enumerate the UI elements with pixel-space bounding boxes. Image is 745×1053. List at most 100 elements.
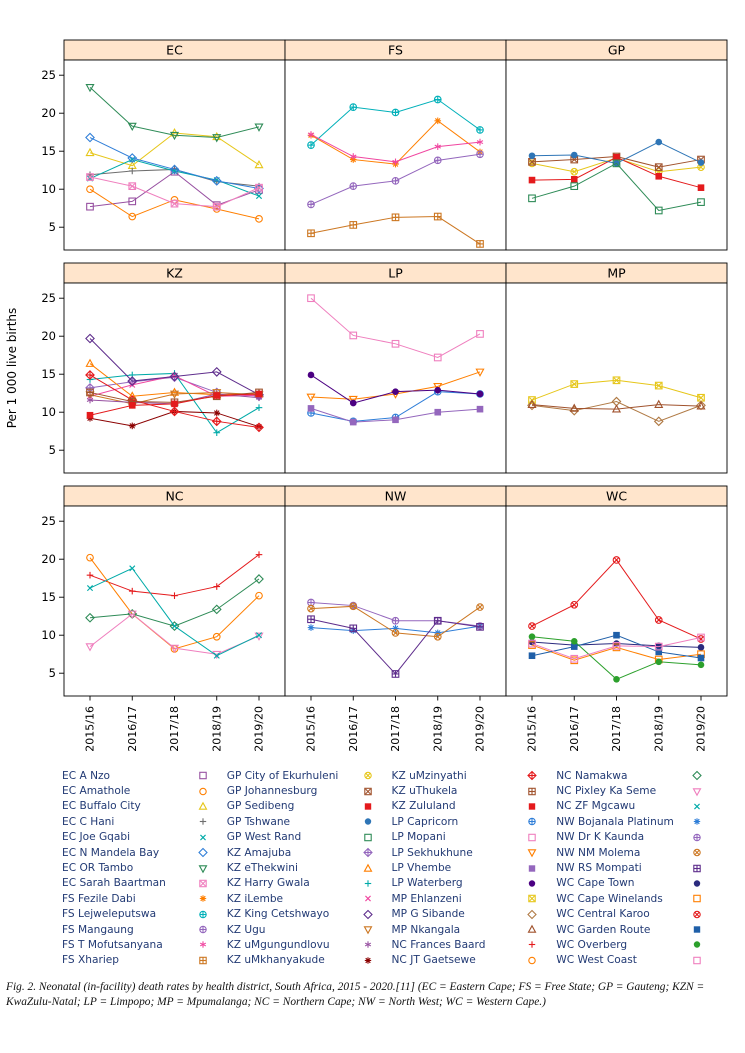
legend-label: LP Waterberg xyxy=(391,877,463,890)
circle-plus-icon xyxy=(693,833,701,842)
legend-label: WC Garden Route xyxy=(556,923,651,936)
legend-item: KZ iLembe xyxy=(227,891,376,906)
legend-label: NC Namakwa xyxy=(556,769,628,782)
square-x-icon xyxy=(363,787,372,795)
legend-item: KZ Zululand xyxy=(392,799,541,814)
triangle-icon xyxy=(198,801,208,810)
x-tick-label: 2018/19 xyxy=(431,706,444,752)
series-line xyxy=(89,613,260,655)
filled-circle-icon xyxy=(693,880,701,887)
legend-label: KZ Ugu xyxy=(226,923,266,936)
legend-item: EC Joe Gqabi xyxy=(62,830,211,845)
x-icon xyxy=(364,895,371,902)
panel-LP: LP xyxy=(284,262,507,474)
panel-box xyxy=(63,505,286,697)
series-markers xyxy=(307,371,484,407)
legend-label: LP Sekhukhune xyxy=(391,846,473,859)
x-icon xyxy=(694,803,700,810)
y-axis-title: Per 1 000 live births xyxy=(5,308,19,429)
legend-item: MP Ehlanzeni xyxy=(392,891,541,906)
x-icon xyxy=(199,834,206,841)
asterisk-icon xyxy=(693,818,701,826)
panel-strip-label: NC xyxy=(165,489,183,504)
y-tick-label: 25 xyxy=(41,68,56,82)
filled-square-icon xyxy=(364,803,371,810)
legend-label: KZ eThekwini xyxy=(226,862,298,875)
legend-label: LP Capricorn xyxy=(391,815,459,828)
legend-item: KZ eThekwini xyxy=(227,860,376,875)
legend-label: NC Pixley Ka Seme xyxy=(556,785,657,798)
legend-item: KZ uMzinyathi xyxy=(392,768,541,783)
x-tick-label: 2016/17 xyxy=(126,706,139,752)
legend-label: EC Amathole xyxy=(62,785,131,798)
legend-item: NC Pixley Ka Seme xyxy=(556,783,705,798)
legend-label: WC Overberg xyxy=(556,938,628,951)
filled-circle-icon xyxy=(693,941,701,949)
star-icon xyxy=(364,941,371,949)
series-markers xyxy=(86,565,263,659)
x-tick-label: 2017/18 xyxy=(168,706,181,752)
x-tick-label: 2016/17 xyxy=(347,706,360,752)
circle-icon xyxy=(199,787,207,795)
legend-item: LP Vhembe xyxy=(392,860,541,875)
legend-label: FS Mangaung xyxy=(62,923,134,936)
legend-label: NC ZF Mgcawu xyxy=(556,800,636,813)
square-icon xyxy=(528,833,537,842)
legend-item: NW NM Molema xyxy=(556,845,705,860)
y-tick-label: 15 xyxy=(41,367,56,381)
series-line xyxy=(89,137,260,189)
diamond-icon xyxy=(527,909,538,919)
x-tick-label: 2018/19 xyxy=(210,706,223,752)
legend-item: KZ uMgungundlovu xyxy=(227,937,376,952)
legend-item: EC C Hani xyxy=(62,814,211,829)
legend-label: NW RS Mompati xyxy=(556,862,642,875)
diamond-plus-icon xyxy=(527,770,538,781)
square-icon xyxy=(363,833,372,842)
panel-MP: MP xyxy=(505,262,728,474)
diamond-icon xyxy=(362,909,373,919)
plus-icon xyxy=(529,941,536,949)
circle-plus-icon xyxy=(199,925,207,934)
legend-label: KZ uMgungundlovu xyxy=(226,938,330,951)
legend-item: NC JT Gaetsewe xyxy=(392,953,541,968)
panel-EC: EC 5 10 15 20 25 xyxy=(41,39,286,251)
series-markers xyxy=(307,150,484,209)
legend-item: NW Bojanala Platinum xyxy=(556,814,705,829)
legend-item: EC Buffalo City xyxy=(62,799,211,814)
x-tick-label: 2019/20 xyxy=(695,706,708,752)
square-icon xyxy=(199,771,207,780)
legend-item: GP Johannesburg xyxy=(227,783,376,798)
legend-item: EC Sarah Baartman xyxy=(62,876,211,891)
panel-strip-label: KZ xyxy=(166,266,183,281)
series-line xyxy=(89,338,260,396)
filled-square-icon xyxy=(529,864,536,872)
legend-label: FS T Mofutsanyana xyxy=(62,938,163,951)
legend-item: GP Tshwane xyxy=(227,814,376,829)
series-markers xyxy=(307,602,484,641)
diamond-icon xyxy=(692,770,702,781)
legend-column: NC Namakwa NC Pixley Ka Seme NC ZF Mgcawu N… xyxy=(556,768,705,968)
triangle-down-icon xyxy=(692,787,702,796)
triangle-icon xyxy=(527,924,537,933)
series-markers xyxy=(86,173,263,211)
legend-item: MP G Sibande xyxy=(392,907,541,922)
x-tick-label: 2015/16 xyxy=(305,706,318,752)
legend-item: WC West Coast xyxy=(556,953,705,968)
legend-label: EC N Mandela Bay xyxy=(62,846,160,859)
triangle-icon xyxy=(363,863,372,872)
legend-label: NC JT Gaetsewe xyxy=(391,954,476,967)
legend-label: EC C Hani xyxy=(62,815,115,828)
filled-square-icon xyxy=(693,926,701,933)
panel-box xyxy=(505,505,728,697)
series-markers xyxy=(85,84,264,143)
panel-WC: WC 2015/16 2016/17 2017/18 2018/19 2019/20 xyxy=(505,485,728,752)
y-tick-label: 5 xyxy=(49,443,56,457)
legend-label: EC Joe Gqabi xyxy=(62,831,131,844)
legend-label: MP Ehlanzeni xyxy=(391,892,462,905)
legend-label: EC Sarah Baartman xyxy=(62,877,166,890)
legend-item: NC ZF Mgcawu xyxy=(556,799,705,814)
series-line xyxy=(89,557,260,650)
legend-label: NW Bojanala Platinum xyxy=(556,815,674,828)
legend-item: GP City of Ekurhuleni xyxy=(227,768,376,783)
panel-KZ: KZ 5 10 15 20 25 xyxy=(41,262,286,474)
